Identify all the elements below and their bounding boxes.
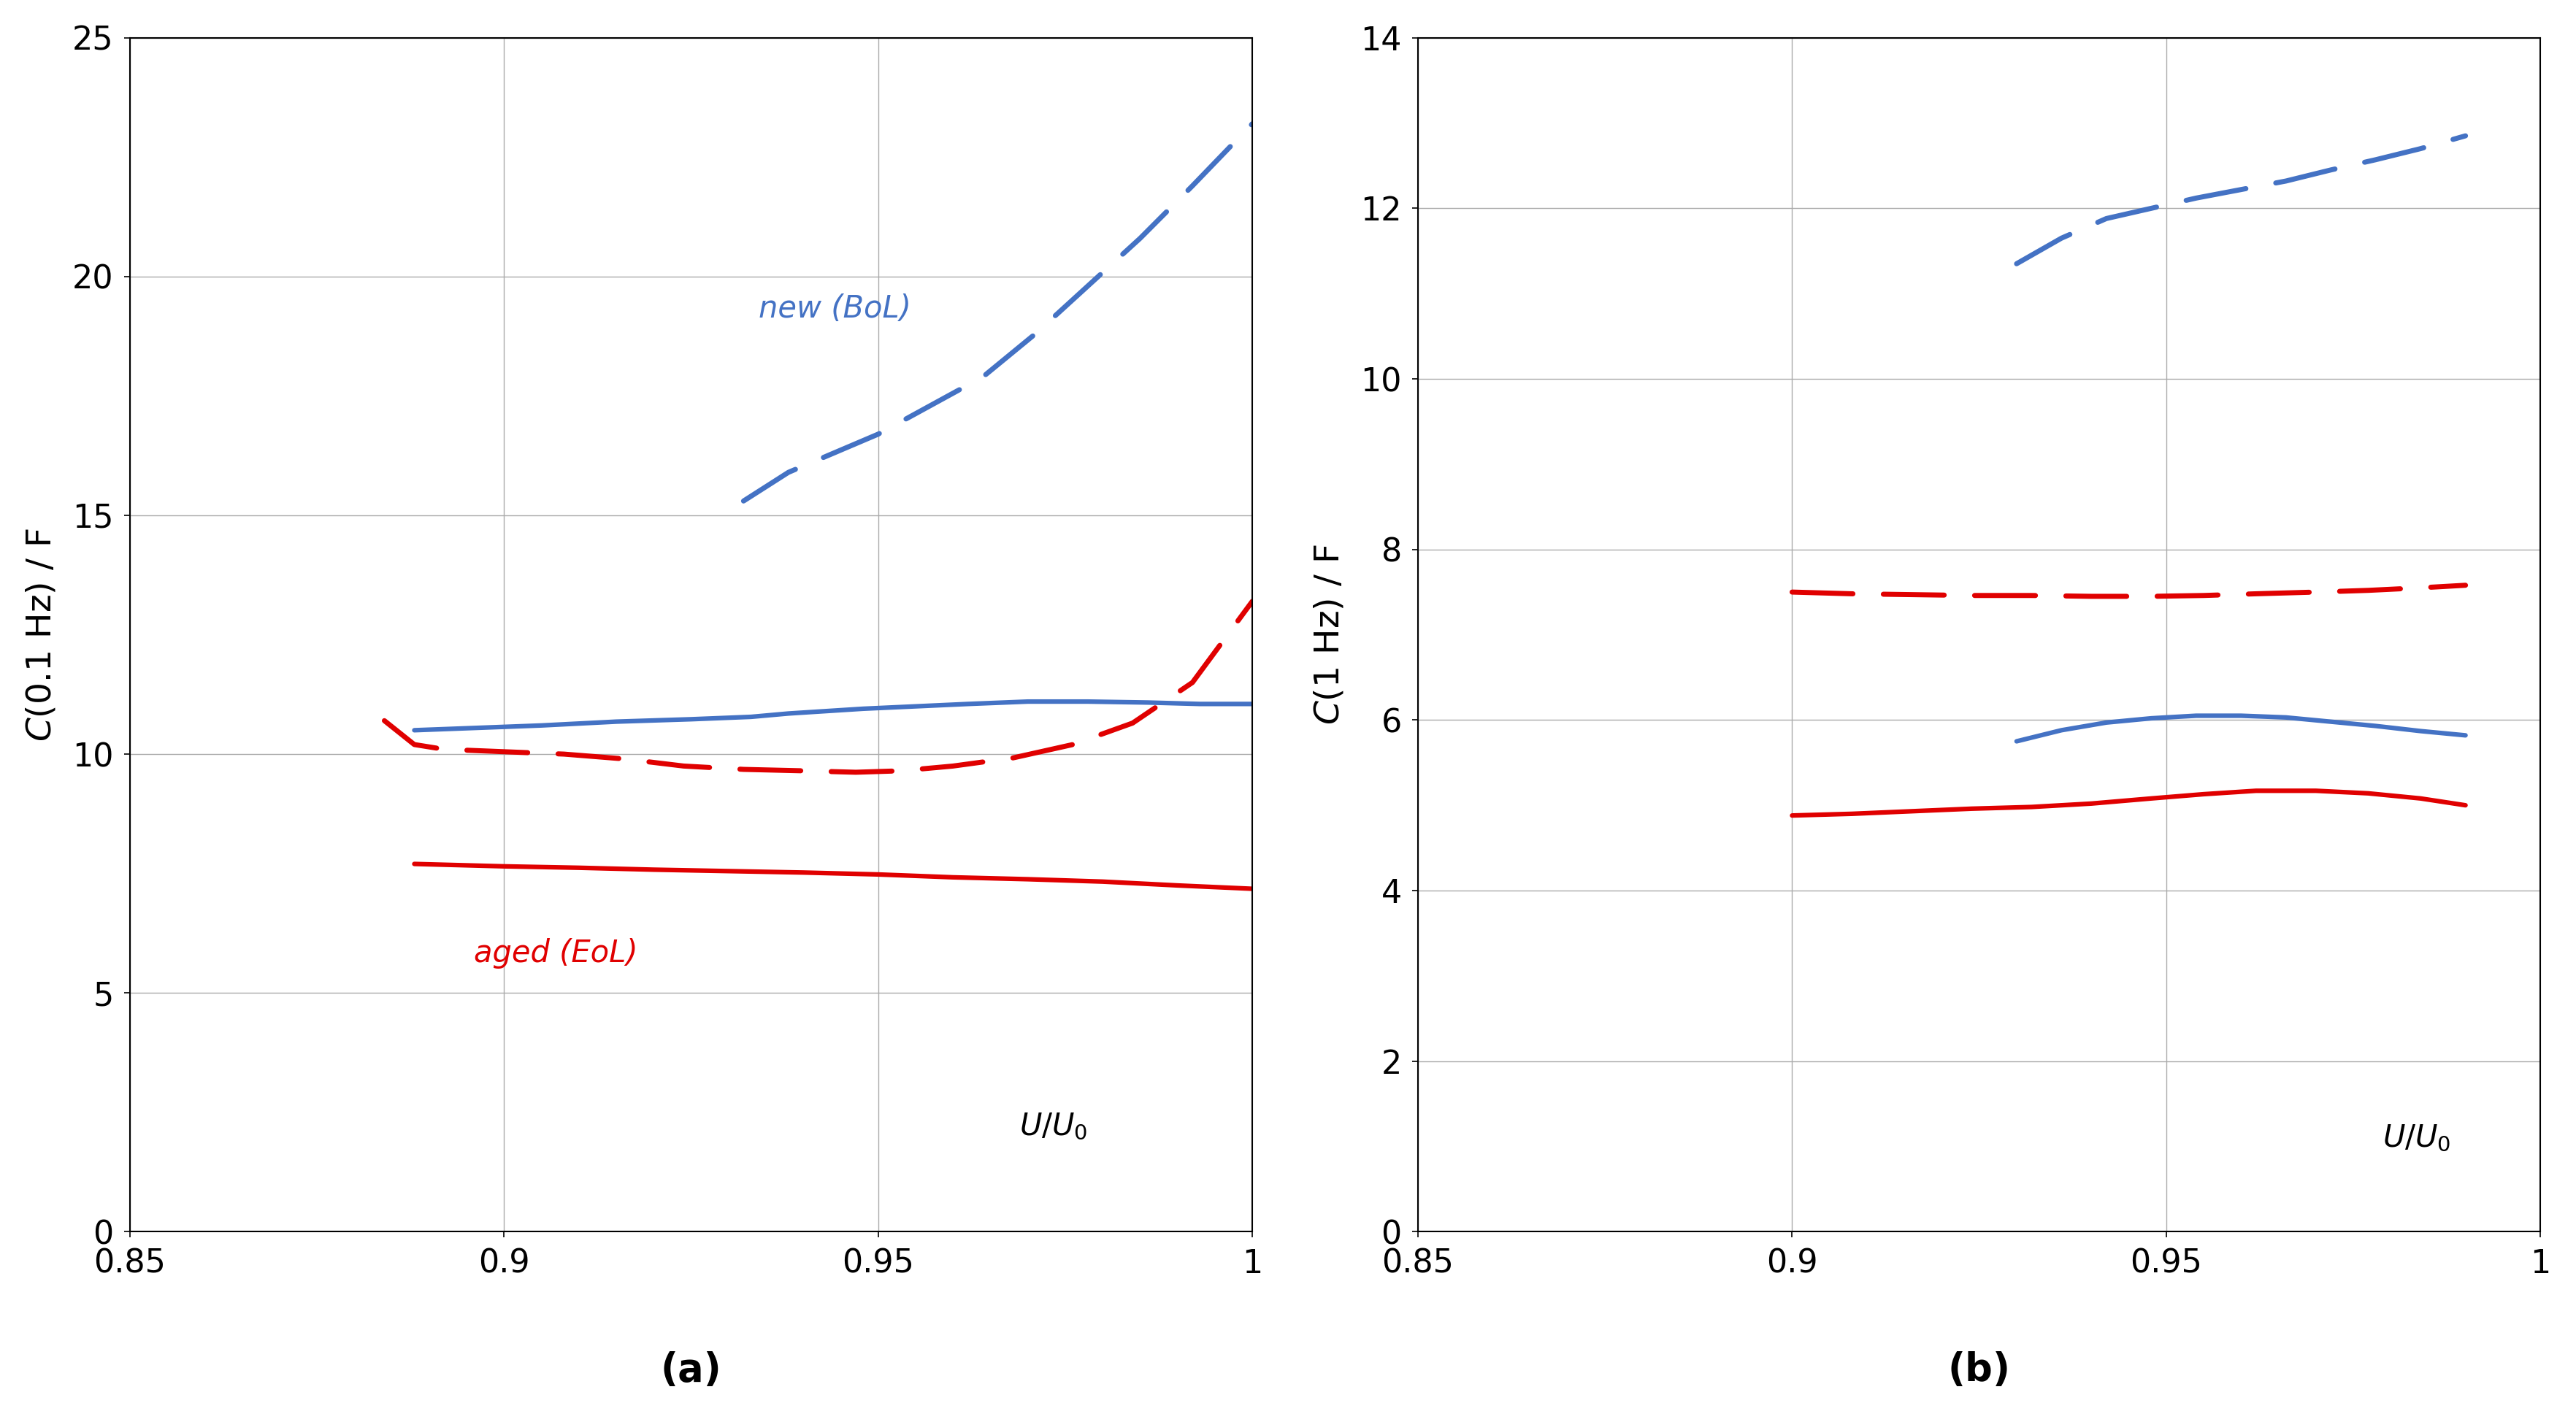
Y-axis label: $C$(0.1 Hz) / F: $C$(0.1 Hz) / F: [26, 528, 59, 742]
Text: aged (EoL): aged (EoL): [474, 939, 639, 968]
Text: (a): (a): [659, 1351, 721, 1389]
Text: $U/U_0$: $U/U_0$: [2383, 1122, 2450, 1153]
Text: (b): (b): [1947, 1351, 2009, 1389]
Y-axis label: $C$(1 Hz) / F: $C$(1 Hz) / F: [1314, 544, 1347, 725]
Text: $U/U_0$: $U/U_0$: [1020, 1111, 1087, 1142]
Text: new (BoL): new (BoL): [757, 293, 912, 324]
